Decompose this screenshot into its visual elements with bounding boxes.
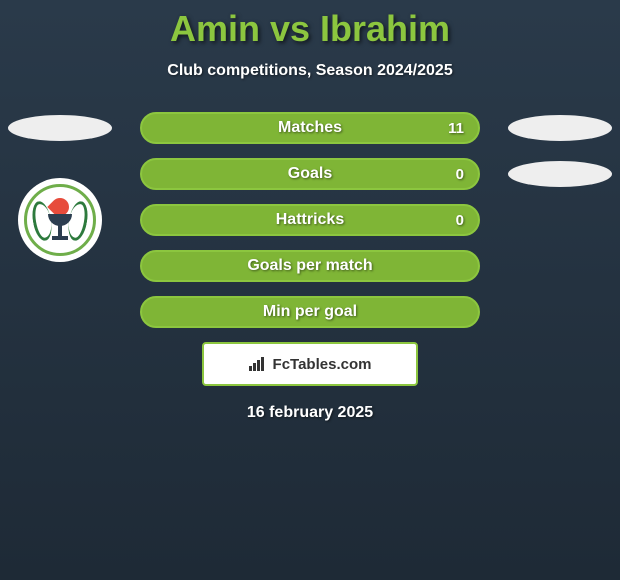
stat-value-right: 11 [448, 120, 464, 137]
player-right-ellipse [508, 161, 612, 187]
stat-row-min-per-goal: Min per goal [0, 296, 620, 328]
stat-value-right: 0 [456, 166, 464, 183]
stat-row-matches: Matches 11 [0, 112, 620, 144]
club-badge-inner [24, 184, 96, 256]
stat-pill: Goals per match [140, 250, 480, 282]
stat-pill: Min per goal [140, 296, 480, 328]
player-left-ellipse [8, 115, 112, 141]
stat-label: Hattricks [276, 211, 344, 229]
stat-label: Goals per match [247, 257, 372, 275]
stat-row-goals-per-match: Goals per match [0, 250, 620, 282]
stat-pill: Matches 11 [140, 112, 480, 144]
footer-brand-link[interactable]: FcTables.com [202, 342, 418, 386]
player-right-ellipse [508, 115, 612, 141]
subtitle: Club competitions, Season 2024/2025 [0, 62, 620, 80]
stat-pill: Hattricks 0 [140, 204, 480, 236]
footer-brand-text: FcTables.com [273, 356, 372, 373]
club-badge [18, 178, 102, 262]
date-label: 16 february 2025 [0, 404, 620, 422]
stat-label: Min per goal [263, 303, 357, 321]
stat-row-goals: Goals 0 [0, 158, 620, 190]
torch-icon [46, 198, 74, 242]
stat-value-right: 0 [456, 212, 464, 229]
chart-icon [249, 357, 267, 371]
stat-pill: Goals 0 [140, 158, 480, 190]
stat-label: Goals [288, 165, 332, 183]
page-title: Amin vs Ibrahim [0, 0, 620, 50]
stat-label: Matches [278, 119, 342, 137]
